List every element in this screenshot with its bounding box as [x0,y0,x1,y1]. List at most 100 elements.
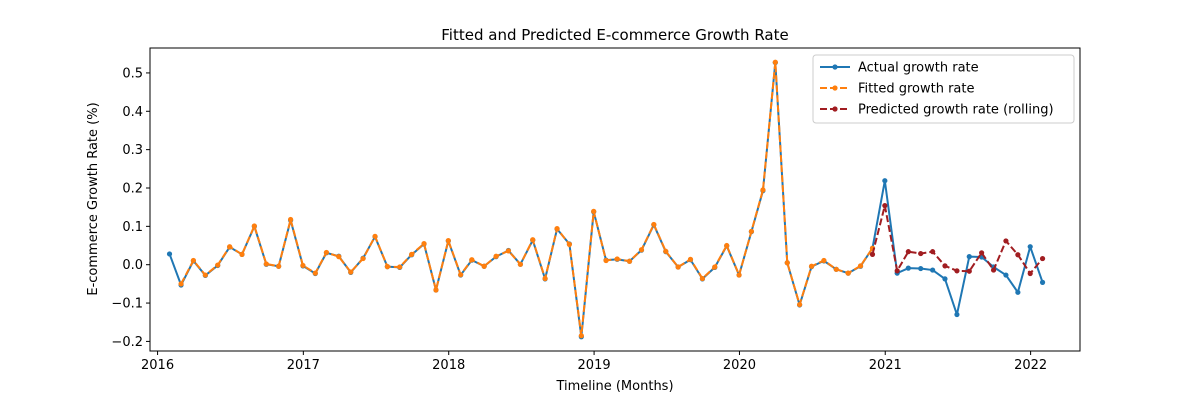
legend-marker [832,64,838,70]
data-point [990,267,997,273]
data-point [288,216,294,223]
data-point [372,233,378,239]
data-point [760,187,766,193]
data-point [397,264,403,270]
x-tick-label: 2016 [141,358,174,373]
data-point [312,270,318,276]
data-point [882,203,888,209]
data-point [251,223,257,229]
data-point [797,301,803,308]
data-point [530,237,536,243]
data-point [942,263,948,269]
y-tick-label: −0.2 [111,335,143,350]
data-point [894,268,900,274]
data-point [918,250,924,257]
data-point [578,333,584,339]
y-tick-label: 0.3 [122,143,143,158]
series-3 [869,203,1046,277]
data-point [651,221,657,228]
y-tick-label: 0.0 [122,258,143,273]
data-point [384,264,390,270]
data-point [554,226,560,232]
data-point [930,267,936,273]
data-point [445,237,451,244]
data-point [772,59,778,65]
data-point [323,249,330,256]
data-point [712,264,718,270]
y-tick-label: −0.1 [111,297,143,312]
data-point [360,255,366,262]
data-point [603,257,609,264]
data-point [845,270,851,276]
series-line [180,61,874,337]
data-point [348,269,354,275]
data-point [869,251,876,257]
legend-label: Predicted growth rate (rolling) [858,103,1054,118]
y-tick-label: 0.2 [122,181,143,196]
data-point [954,268,960,274]
x-tick-label: 2018 [432,358,465,373]
data-point [942,276,948,282]
data-point [1039,279,1046,285]
data-point [1027,244,1033,250]
data-point [857,263,864,269]
legend-box [812,54,1075,124]
legend: Actual growth rate Fitted growth rate Pred… [812,54,1075,124]
axes-frame [149,47,1081,352]
data-point [566,241,573,247]
data-point [202,272,208,278]
data-point [166,251,173,257]
data-point [542,275,548,282]
data-point [300,262,306,269]
x-tick-label: 2019 [578,358,611,373]
data-point [918,265,924,272]
data-point [905,265,911,271]
data-point [1015,289,1021,295]
data-point [724,242,730,249]
data-point [808,263,815,269]
data-point [748,228,755,234]
data-point [638,247,645,253]
y-tick-label: 0.1 [122,220,143,235]
data-point [821,257,827,264]
x-tick-label: 2020 [723,358,756,373]
data-point [493,253,499,259]
data-point [1003,238,1009,244]
data-point [263,261,269,267]
data-point [687,256,694,262]
data-point [833,266,839,272]
data-point [481,263,487,269]
data-point [979,250,985,256]
data-point [1027,270,1033,277]
data-point [421,241,427,247]
y-tick-label: 0.5 [122,66,143,81]
data-point [930,249,936,255]
data-point [505,248,512,254]
data-point [699,275,706,282]
data-point [517,261,524,267]
data-point [1003,272,1009,278]
data-point [1015,252,1021,258]
data-point [178,281,184,287]
data-point [882,178,888,184]
data-point [966,268,972,274]
chart-title: Fitted and Predicted E-commerce Growth R… [441,26,788,44]
data-point [591,208,597,214]
data-point [276,263,282,269]
axes: 2016 2017 2018 2019 2020 2021 2022 −0.2 −0.1 0.0 0… [111,47,1081,373]
data-point [239,251,245,257]
legend-label: Actual growth rate [858,61,979,76]
data-point [1039,255,1046,262]
data-point [905,249,911,255]
data-point [663,248,669,254]
data-point [336,254,342,260]
legend-label: Fitted growth rate [858,82,975,97]
y-axis-label: E-commerce Growth Rate (%) [86,102,101,295]
legend-marker [832,106,838,112]
data-point [736,272,742,278]
data-point [458,272,464,278]
y-tick-label: 0.4 [122,105,143,120]
data-point [433,287,439,293]
data-point [675,264,681,270]
